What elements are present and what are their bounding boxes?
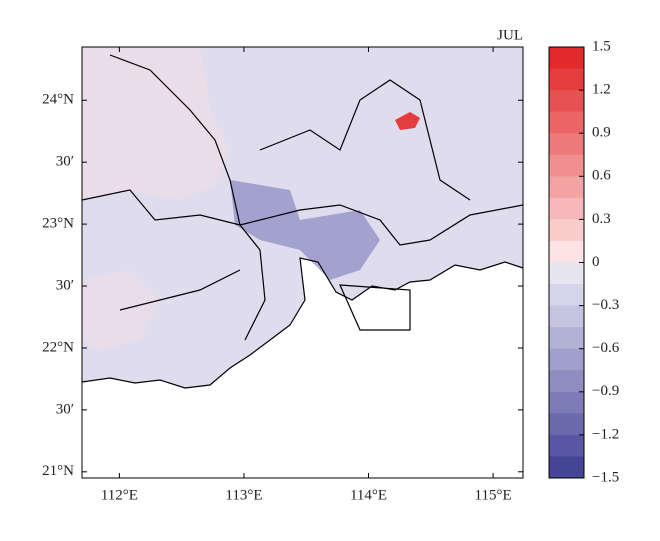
colorbar-band	[549, 370, 584, 393]
colorbar-band	[549, 391, 584, 414]
lon-tick-label: 113°E	[225, 487, 262, 503]
colorbar-band	[549, 305, 584, 328]
colorbar-tick-label: −1.5	[592, 469, 619, 485]
colorbar-band	[549, 327, 584, 350]
colorbar-tick-label: 0.3	[592, 211, 611, 227]
title: JUL	[497, 27, 523, 43]
colorbar-band	[549, 240, 584, 263]
warm-patch	[82, 47, 230, 200]
colorbar-tick-label: 0.6	[592, 168, 611, 184]
colorbar-band	[549, 197, 584, 220]
lat-tick-label: 21°N	[42, 463, 74, 479]
colorbar-band	[549, 284, 584, 307]
colorbar-tick-label: 0.9	[592, 125, 611, 141]
colorbar-tick-label: −0.6	[592, 340, 620, 356]
colorbar-band	[549, 154, 584, 177]
border	[259, 79, 471, 201]
border	[109, 54, 266, 341]
lon-tick-label: 114°E	[350, 487, 387, 503]
colorbar-band	[549, 133, 584, 156]
colorbar-band	[549, 47, 584, 70]
colorbar-tick-label: 1.2	[592, 82, 611, 98]
colorbar-band	[549, 434, 584, 457]
colorbar-band	[549, 348, 584, 371]
lat-tick-label: 30′	[56, 277, 74, 293]
lat-tick-label: 23°N	[42, 216, 74, 232]
colorbar-tick-label: 1.5	[592, 38, 611, 54]
border	[81, 189, 524, 246]
colorbar-band	[549, 456, 584, 479]
lat-tick-label: 30′	[56, 401, 74, 417]
lat-tick-label: 30′	[56, 154, 74, 170]
colorbar-tick-label: 0	[592, 254, 600, 270]
colorbar-band	[549, 413, 584, 436]
colorbar-tick-label: −0.9	[592, 383, 619, 399]
lon-tick-label: 112°E	[101, 487, 138, 503]
colorbar-band	[549, 111, 584, 134]
coastline	[81, 257, 524, 389]
colorbar-band	[549, 176, 584, 199]
frame	[81, 46, 524, 479]
cool-patch	[230, 180, 380, 280]
colorbar-band	[549, 68, 584, 91]
field	[82, 47, 523, 478]
colorbar-band	[549, 262, 584, 285]
lat-tick-label: 24°N	[42, 92, 74, 108]
colorbar-tick-label: −1.2	[592, 426, 619, 442]
colorbar-band	[549, 219, 584, 242]
border	[119, 269, 241, 311]
hot-spot	[395, 112, 420, 130]
colorbar-tick-label: −0.3	[592, 297, 619, 313]
box	[339, 284, 411, 331]
lon-tick-label: 115°E	[475, 487, 512, 503]
lat-tick-label: 22°N	[42, 339, 74, 355]
colorbar-band	[549, 90, 584, 113]
boundaries	[81, 54, 524, 389]
